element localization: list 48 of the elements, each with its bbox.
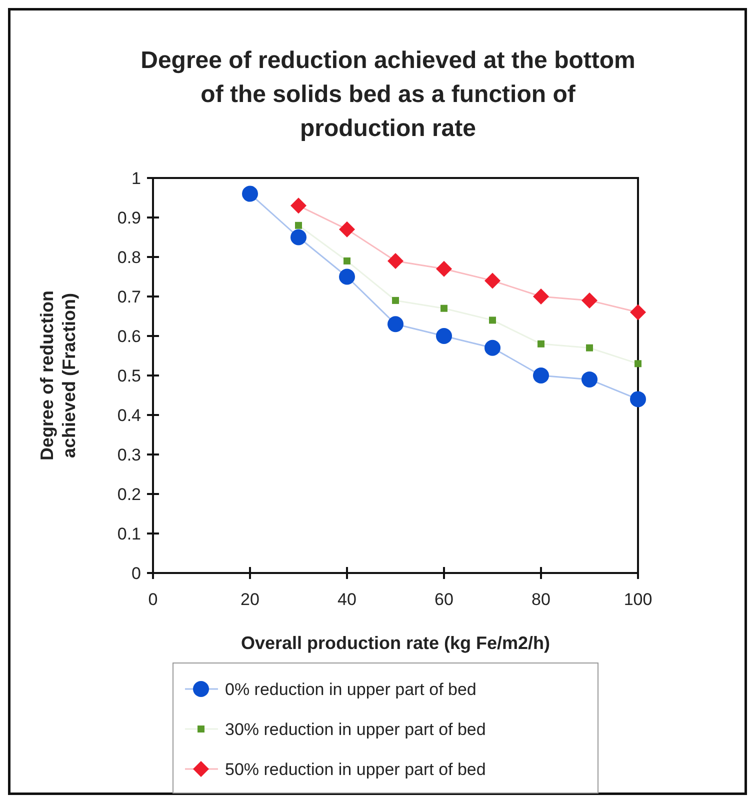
x-tick-label: 40	[338, 590, 356, 609]
y-tick-label: 1	[132, 168, 141, 188]
point	[582, 371, 598, 388]
point	[339, 268, 355, 285]
point	[630, 391, 646, 408]
point	[290, 198, 306, 214]
point	[630, 304, 646, 320]
point	[295, 222, 302, 229]
point	[489, 316, 496, 324]
point	[484, 340, 500, 356]
point	[290, 229, 306, 246]
y-tick-label: 0.6	[117, 326, 141, 346]
point	[339, 221, 355, 238]
point	[586, 344, 593, 352]
y-tick-label: 0.5	[117, 366, 141, 386]
x-tick-label: 20	[240, 590, 260, 609]
point	[484, 272, 500, 289]
legend-label: 50% reduction in upper part of bed	[225, 760, 486, 779]
y-tick-label: 0.9	[117, 208, 141, 228]
y-tick-label: 0.1	[117, 524, 141, 544]
point	[388, 252, 404, 269]
legend-label: 0% reduction in upper part of bed	[225, 680, 476, 699]
y-tick-label: 0.3	[117, 445, 141, 464]
legend-label: 30% reduction in upper part of bed	[225, 720, 486, 739]
x-tick-label: 0	[148, 590, 158, 609]
point	[436, 328, 452, 344]
point	[436, 260, 452, 277]
point	[533, 288, 549, 304]
point	[392, 296, 399, 304]
point	[440, 304, 448, 312]
point	[388, 316, 404, 332]
x-tick-label: 60	[434, 590, 454, 609]
y-tick-label: 0	[132, 564, 141, 583]
x-tick-label: 100	[624, 590, 652, 609]
y-tick-label: 0.4	[117, 406, 141, 425]
y-axis-title: Degree of reduction achieved (Fraction)	[37, 290, 79, 461]
point	[634, 360, 642, 368]
point	[538, 340, 544, 348]
x-tick-label: 80	[532, 590, 550, 609]
y-tick-label: 0.7	[117, 287, 141, 306]
y-tick-label: 0.2	[117, 484, 141, 504]
chart-title: Degree of reduction achieved at the bottom of the solids bed as a function of production rate	[140, 47, 636, 142]
y-tick-label: 0.8	[117, 248, 141, 267]
x-axis-title: Overall production rate (kg Fe/m2/h)	[240, 633, 550, 653]
point	[582, 292, 598, 308]
point	[344, 257, 350, 264]
point	[533, 368, 549, 384]
point	[242, 186, 258, 202]
